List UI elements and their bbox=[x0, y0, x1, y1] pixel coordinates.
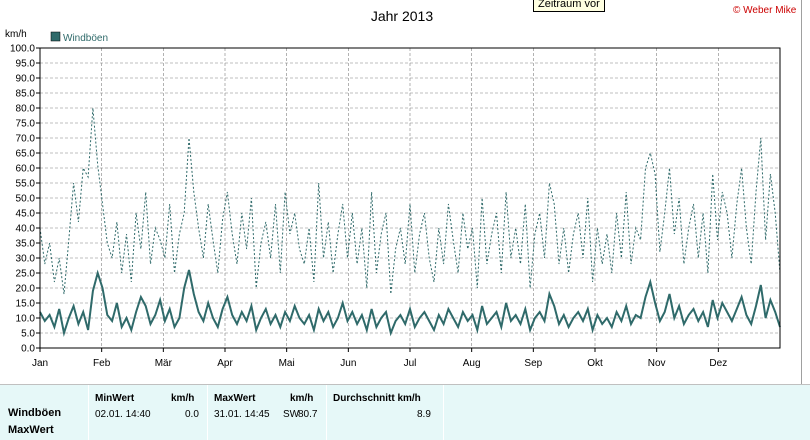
x-tick-label: Mär bbox=[155, 358, 173, 369]
y-tick-label: 60.0 bbox=[16, 164, 36, 175]
y-tick-label: 95.0 bbox=[16, 59, 36, 70]
min-unit: km/h bbox=[171, 393, 195, 404]
plot-area: 100.0 95.0 90.0 85.0 80.0 75.0 70.0 65.0 60.0 55.… bbox=[10, 44, 781, 369]
y-tick-label: 55.0 bbox=[16, 179, 36, 190]
x-tick-label: Nov bbox=[648, 358, 666, 369]
min-column: MinWert km/h 02.01. 14:40 0.0 bbox=[89, 385, 208, 440]
min-header: MinWert bbox=[95, 393, 135, 404]
row-label-windboeen: Windböen bbox=[8, 407, 62, 419]
x-tick-label: Feb bbox=[93, 358, 111, 369]
y-tick-label: 50.0 bbox=[16, 194, 36, 205]
chart-canvas: Jahr 2013 km/h Windböen 100.0 95.0 90.0 85.… bbox=[5, 8, 781, 369]
avg-column: Durchschnitt km/h 8.9 bbox=[327, 385, 444, 440]
y-tick-label: 15.0 bbox=[16, 299, 36, 310]
legend-label: Windböen bbox=[63, 33, 108, 44]
y-tick-label: 0.0 bbox=[21, 344, 35, 355]
max-header: MaxWert bbox=[214, 393, 256, 404]
y-tick-label: 100.0 bbox=[10, 44, 35, 55]
x-tick-label: Sep bbox=[524, 358, 542, 369]
y-tick-label: 85.0 bbox=[16, 89, 36, 100]
tooltip-zeitraum-vor: Zeitraum vor bbox=[533, 0, 605, 12]
y-tick-label: 5.0 bbox=[21, 329, 35, 340]
y-axis-unit: km/h bbox=[5, 29, 27, 40]
max-column: MaxWert km/h 31.01. 14:45 SW 80.7 bbox=[208, 385, 327, 440]
avg-value: 8.9 bbox=[417, 409, 431, 420]
y-tick-label: 80.0 bbox=[16, 104, 36, 115]
max-direction: SW bbox=[283, 409, 300, 420]
chart-title: Jahr 2013 bbox=[371, 8, 433, 24]
x-tick-label: Mai bbox=[279, 358, 295, 369]
scrollbar-track[interactable] bbox=[801, 0, 810, 384]
x-tick-label: Apr bbox=[217, 358, 233, 369]
y-tick-label: 75.0 bbox=[16, 119, 36, 130]
x-tick-label: Dez bbox=[709, 358, 727, 369]
x-tick-label: Aug bbox=[463, 358, 481, 369]
y-tick-label: 20.0 bbox=[16, 284, 36, 295]
series-line-maxwert bbox=[39, 107, 781, 295]
row-label-maxwert: MaxWert bbox=[8, 424, 54, 436]
legend-swatch bbox=[50, 31, 61, 42]
y-tick-label: 70.0 bbox=[16, 134, 36, 145]
copyright-text: © Weber Mike bbox=[733, 5, 797, 16]
max-value: 80.7 bbox=[298, 409, 318, 420]
series-line-windb-en bbox=[39, 269, 781, 337]
y-tick-label: 10.0 bbox=[16, 314, 36, 325]
plot-frame bbox=[39, 47, 781, 349]
y-tick-label: 25.0 bbox=[16, 269, 36, 280]
y-tick-label: 35.0 bbox=[16, 239, 36, 250]
avg-header: Durchschnitt km/h bbox=[333, 393, 421, 404]
x-tick-label: Okt bbox=[587, 358, 603, 369]
y-tick-label: 45.0 bbox=[16, 209, 36, 220]
x-tick-label: Jan bbox=[32, 358, 48, 369]
y-tick-label: 65.0 bbox=[16, 149, 36, 160]
y-tick-label: 40.0 bbox=[16, 224, 36, 235]
max-unit: km/h bbox=[290, 393, 314, 404]
x-tick-label: Jul bbox=[404, 358, 417, 369]
y-tick-label: 30.0 bbox=[16, 254, 36, 265]
x-tick-label: Jun bbox=[340, 358, 356, 369]
y-tick-label: 90.0 bbox=[16, 74, 36, 85]
min-time: 02.01. 14:40 bbox=[95, 409, 151, 420]
statistics-panel: Windböen MaxWert MinWert km/h 02.01. 14:… bbox=[0, 384, 810, 440]
min-value: 0.0 bbox=[185, 409, 199, 420]
stats-row-labels: Windböen MaxWert bbox=[0, 385, 89, 440]
max-time: 31.01. 14:45 bbox=[214, 409, 270, 420]
